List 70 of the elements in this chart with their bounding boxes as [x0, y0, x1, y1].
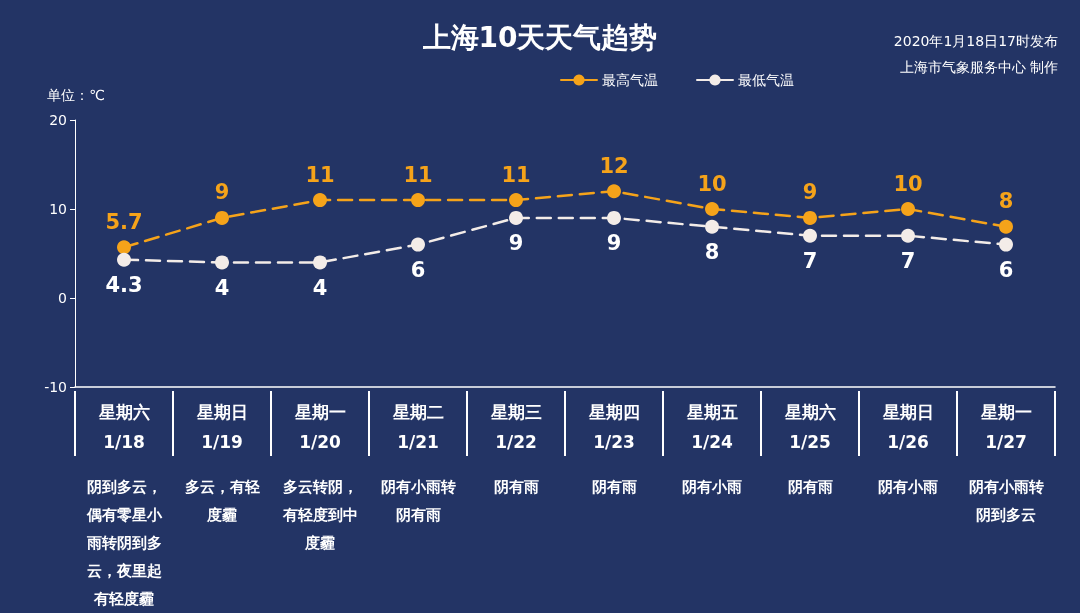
data-label: 10	[697, 171, 727, 196]
y-axis-title: 单位：℃	[47, 87, 105, 103]
point	[705, 202, 719, 216]
point	[411, 237, 425, 252]
text: 多云，有轻度霾	[184, 478, 260, 524]
text: 阴有小雨转阴到多云	[968, 478, 1044, 524]
data-label: 7	[802, 249, 818, 274]
point	[117, 252, 131, 267]
data-label: 4	[312, 275, 328, 300]
y-tick-label: 10	[49, 201, 67, 217]
x-tick-label: 星期日 1/19	[195, 402, 248, 452]
x-tick-label: 星期二 1/21	[391, 402, 444, 452]
data-label: 8	[704, 240, 720, 265]
data-label: 12	[599, 153, 629, 178]
text: 阴到多云，偶有零星小雨转阴到多云，夜里起有轻度霾	[85, 478, 163, 608]
x-tick-label: 星期四 1/23	[587, 402, 640, 452]
point	[999, 219, 1013, 234]
text: 阴有小雨转阴有雨	[380, 478, 456, 524]
point	[215, 210, 229, 225]
point	[509, 193, 523, 208]
data-label: 9	[802, 180, 818, 205]
data-label: 6	[410, 258, 426, 283]
data-label: 11	[501, 162, 531, 187]
legend-label: 最低气温	[738, 72, 794, 88]
y-tick-label: 20	[49, 112, 67, 128]
y-tick-label: -10	[44, 379, 67, 395]
text: 阴有雨	[591, 478, 637, 496]
point	[803, 210, 817, 225]
y-tick-label: 0	[58, 290, 67, 306]
x-tick-label: 星期一 1/27	[979, 402, 1032, 452]
x-tick-label: 星期三 1/22	[489, 402, 542, 452]
text: 阴有雨	[787, 478, 833, 496]
text: 上海市气象服务中心 制作	[899, 59, 1058, 75]
point	[411, 193, 425, 208]
data-label: 4.3	[105, 273, 143, 298]
point	[215, 255, 229, 270]
chart-title: 上海10天天气趋势	[421, 20, 658, 54]
point	[509, 210, 523, 225]
x-tick-label: 星期五 1/24	[685, 402, 738, 452]
point	[999, 237, 1013, 252]
data-label: 6	[998, 258, 1014, 283]
x-tick-label: 星期日 1/26	[881, 402, 934, 452]
point	[313, 193, 327, 208]
point	[313, 255, 327, 270]
data-label: 11	[403, 162, 433, 187]
text: 2020年1月18日17时发布	[893, 33, 1058, 49]
data-label: 7	[900, 249, 916, 274]
text: 阴有小雨	[878, 478, 938, 496]
data-label: 8	[998, 189, 1014, 214]
data-label: 4	[214, 275, 230, 300]
x-tick-label: 星期六 1/25	[783, 402, 836, 452]
point	[901, 202, 915, 216]
data-label: 10	[893, 171, 923, 196]
data-label: 5.7	[105, 209, 143, 234]
data-label: 9	[606, 231, 622, 256]
point	[607, 210, 621, 225]
point	[705, 219, 719, 234]
x-tick-label: 星期六 1/18	[97, 402, 150, 452]
data-label: 11	[305, 162, 335, 187]
point	[607, 184, 621, 199]
x-tick-label: 星期一 1/20	[293, 402, 346, 452]
data-label: 9	[214, 180, 230, 205]
legend-label: 最高气温	[602, 72, 658, 88]
point	[803, 228, 817, 243]
text: 阴有小雨	[682, 478, 742, 496]
text: 阴有雨	[493, 478, 539, 496]
point	[901, 228, 915, 243]
text: 多云转阴，有轻度到中度霾	[281, 478, 358, 552]
data-label: 9	[508, 231, 524, 256]
point	[117, 240, 131, 255]
